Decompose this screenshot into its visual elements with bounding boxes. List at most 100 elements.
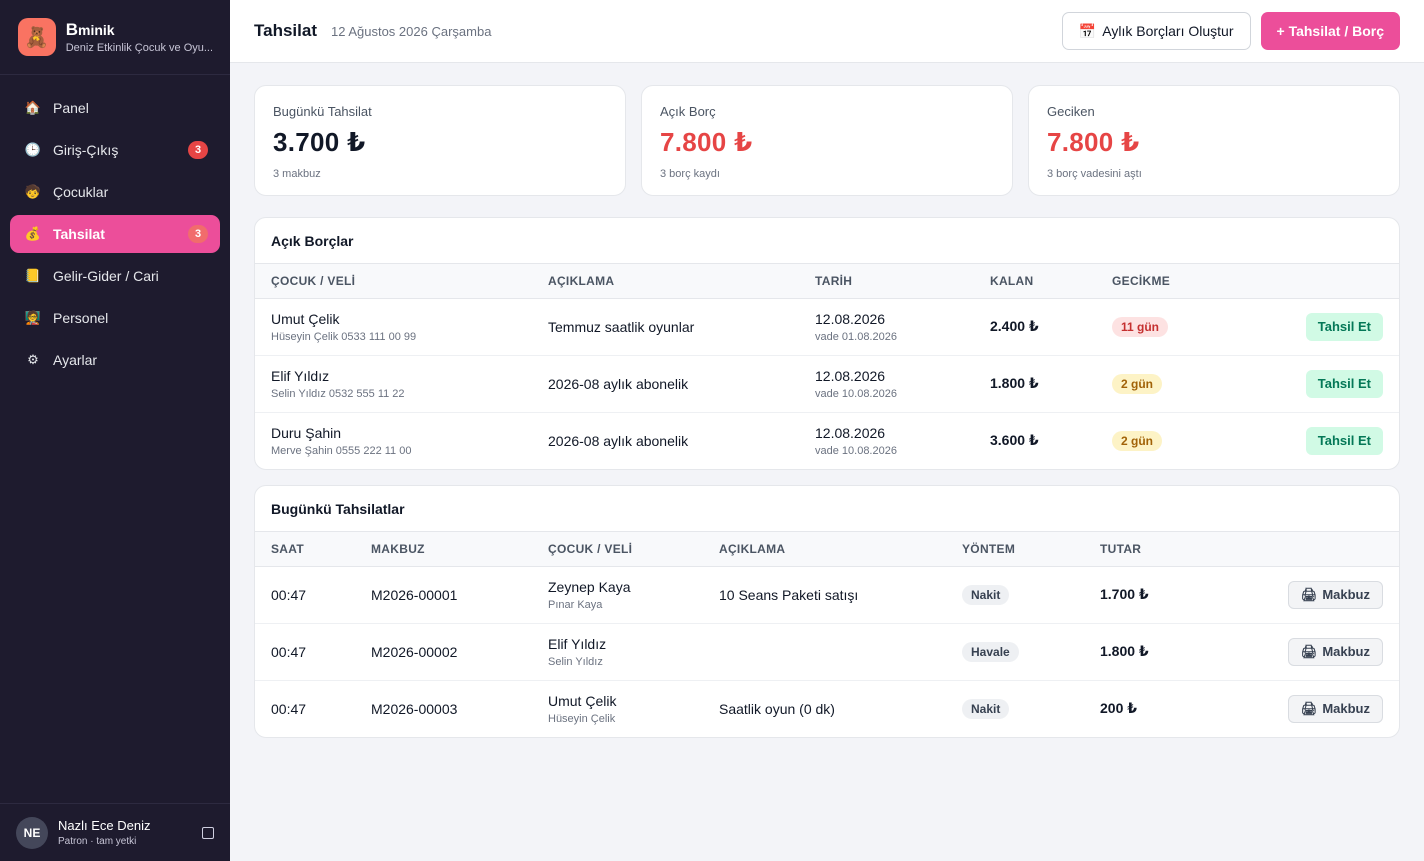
brand[interactable]: 🧸 Bminik Deniz Etkinlik Çocuk ve Oyu... <box>0 0 230 75</box>
stat-label: Açık Borç <box>660 104 716 119</box>
description: 2026-08 aylık abonelik <box>532 355 799 413</box>
time: 00:47 <box>255 623 355 681</box>
stat-value: 7.800 ₺ <box>1047 127 1140 157</box>
sidebar-item-ayarlar[interactable]: ⚙ Ayarlar <box>10 341 220 379</box>
column-header: MAKBUZ <box>355 532 532 567</box>
stat-sub: 3 borç vadesini aştı <box>1047 168 1142 180</box>
delay-badge: 2 gün <box>1112 373 1162 394</box>
column-header: TARİH <box>799 264 974 299</box>
card-title: Açık Borçlar <box>255 218 1399 264</box>
sidebar-item-personel[interactable]: 🧑‍🏫 Personel <box>10 299 220 337</box>
sidebar-item-gelir-gider[interactable]: 📒 Gelir-Gider / Cari <box>10 257 220 295</box>
brand-name: Bminik <box>65 20 115 39</box>
collect-button[interactable]: Tahsil Et <box>1305 369 1383 398</box>
today-collections-table: SAAT MAKBUZ ÇOCUK / VELİ AÇIKLAMA YÖNTEM… <box>255 532 1399 737</box>
stats-row: Bugünkü Tahsilat 3.700 ₺ 3 makbuz Açık B… <box>254 85 1400 196</box>
brand-subtitle: Deniz Etkinlik Çocuk ve Oyu... <box>65 42 212 54</box>
amount: 1.800 ₺ <box>1084 623 1207 681</box>
bear-logo-icon: 🧸 <box>18 18 56 56</box>
column-header-actions <box>1206 532 1399 567</box>
child-name: Zeynep Kaya <box>548 578 631 595</box>
printer-icon: 🖨 <box>1300 700 1318 716</box>
user-profile: NE Nazlı Ece Deniz Patron · tam yetki <box>0 803 230 861</box>
clock-icon: 🕒 <box>24 142 42 157</box>
receipt-button[interactable]: 🖨 Makbuz <box>1287 580 1383 609</box>
stat-card-open-debt: Açık Borç 7.800 ₺ 3 borç kaydı <box>641 85 1013 196</box>
receipt-button[interactable]: 🖨 Makbuz <box>1287 637 1383 666</box>
sidebar-nav: 🏠 Panel 🕒 Giriş-Çıkış 3 🧒 Çocuklar 💰 Tah… <box>0 75 230 379</box>
due-date: vade 10.08.2026 <box>815 444 897 457</box>
stat-sub: 3 makbuz <box>273 168 321 180</box>
description: Temmuz saatlik oyunlar <box>532 298 799 356</box>
collect-button[interactable]: Tahsil Et <box>1305 312 1383 341</box>
column-header: GECİKME <box>1096 264 1233 299</box>
stat-label: Bugünkü Tahsilat <box>273 104 372 119</box>
description <box>703 623 946 681</box>
sidebar-item-tahsilat[interactable]: 💰 Tahsilat 3 <box>10 215 220 253</box>
page-title: Tahsilat <box>254 21 317 40</box>
child-name: Elif Yıldız <box>271 367 330 384</box>
column-header: ÇOCUK / VELİ <box>532 532 703 567</box>
sidebar-item-label: Giriş-Çıkış <box>53 142 119 158</box>
add-payment-button[interactable]: + Tahsilat / Borç <box>1260 12 1400 50</box>
receipt-number: M2026-00001 <box>355 566 532 624</box>
remaining-amount: 3.600 ₺ <box>990 432 1039 449</box>
money-bag-icon: 💰 <box>24 226 42 241</box>
collect-button[interactable]: Tahsil Et <box>1305 426 1383 455</box>
payment-method-badge: Nakit <box>962 584 1010 605</box>
amount: 1.700 ₺ <box>1084 566 1207 624</box>
card-title: Bugünkü Tahsilatlar <box>255 486 1399 532</box>
time: 00:47 <box>255 566 355 624</box>
avatar: NE <box>16 816 48 849</box>
user-name: Nazlı Ece Deniz <box>58 818 151 833</box>
time: 00:47 <box>271 700 307 717</box>
due-date: vade 10.08.2026 <box>815 387 897 400</box>
parent-info: Selin Yıldız 0532 555 11 22 <box>271 387 405 400</box>
table-row: Elif Yıldız Selin Yıldız 0532 555 11 22 2… <box>255 355 1399 413</box>
delay-badge: 11 gün <box>1112 316 1169 337</box>
ledger-icon: 📒 <box>24 268 42 283</box>
stat-value: 7.800 ₺ <box>660 127 753 157</box>
table-row: 00:47 M2026-00001 Zeynep Kaya Pınar Kaya … <box>255 566 1399 624</box>
table-row: Duru Şahin Merve Şahin 0555 222 11 00 202… <box>255 412 1399 469</box>
button-label: Makbuz <box>1322 644 1370 659</box>
sidebar-item-label: Gelir-Gider / Cari <box>53 268 159 284</box>
stat-label: Geciken <box>1047 104 1095 119</box>
parent-info: Hüseyin Çelik 0533 111 00 99 <box>271 330 417 343</box>
sidebar: 🧸 Bminik Deniz Etkinlik Çocuk ve Oyu... … <box>0 0 230 861</box>
description: Saatlik oyun (0 dk) <box>719 700 835 717</box>
stat-card-overdue: Geciken 7.800 ₺ 3 borç vadesini aştı <box>1028 85 1400 196</box>
due-date: vade 01.08.2026 <box>815 330 897 343</box>
payment-method-badge: Havale <box>962 641 1019 662</box>
date: 12.08.2026 <box>815 424 886 441</box>
receipt-button[interactable]: 🖨 Makbuz <box>1287 694 1383 723</box>
column-header: SAAT <box>255 532 355 567</box>
main-content: Bugünkü Tahsilat 3.700 ₺ 3 makbuz Açık B… <box>254 85 1400 738</box>
parent-info: Merve Şahin 0555 222 11 00 <box>271 444 412 457</box>
description: 2026-08 aylık abonelik <box>548 432 689 449</box>
sidebar-item-cocuklar[interactable]: 🧒 Çocuklar <box>10 173 220 211</box>
sidebar-item-label: Personel <box>53 310 109 326</box>
sidebar-item-label: Panel <box>53 100 89 116</box>
parent-name: Pınar Kaya <box>548 598 603 611</box>
today-collections-card: Bugünkü Tahsilatlar SAAT MAKBUZ ÇOCUK / … <box>254 485 1400 738</box>
page-date: 12 Ağustos 2026 Çarşamba <box>330 23 492 39</box>
stat-card-today-collections: Bugünkü Tahsilat 3.700 ₺ 3 makbuz <box>254 85 626 196</box>
sidebar-item-label: Çocuklar <box>53 184 109 200</box>
delay-badge: 2 gün <box>1112 430 1162 451</box>
calendar-icon: 📅 <box>1078 22 1097 39</box>
sidebar-item-giris-cikis[interactable]: 🕒 Giriş-Çıkış 3 <box>10 131 220 169</box>
description: 10 Seans Paketi satışı <box>703 566 946 624</box>
column-header: AÇIKLAMA <box>703 532 946 567</box>
stat-value: 3.700 ₺ <box>273 127 366 157</box>
table-row: 00:47 M2026-00002 Elif Yıldız Selin Yıldı… <box>255 623 1399 681</box>
child-name: Duru Şahin <box>271 424 342 441</box>
table-row: 00:47 M2026-00003 Umut Çelik Hüseyin Çeli… <box>255 680 1399 737</box>
create-monthly-debts-button[interactable]: 📅 Aylık Borçları Oluştur <box>1061 12 1251 50</box>
sidebar-item-panel[interactable]: 🏠 Panel <box>10 89 220 127</box>
remaining-amount: 1.800 ₺ <box>974 355 1096 413</box>
count-badge: 3 <box>188 225 208 243</box>
remaining-amount: 2.400 ₺ <box>974 298 1096 356</box>
open-debts-card: Açık Borçlar ÇOCUK / VELİ AÇIKLAMA TARİH… <box>254 217 1400 470</box>
logout-icon[interactable] <box>202 826 214 839</box>
